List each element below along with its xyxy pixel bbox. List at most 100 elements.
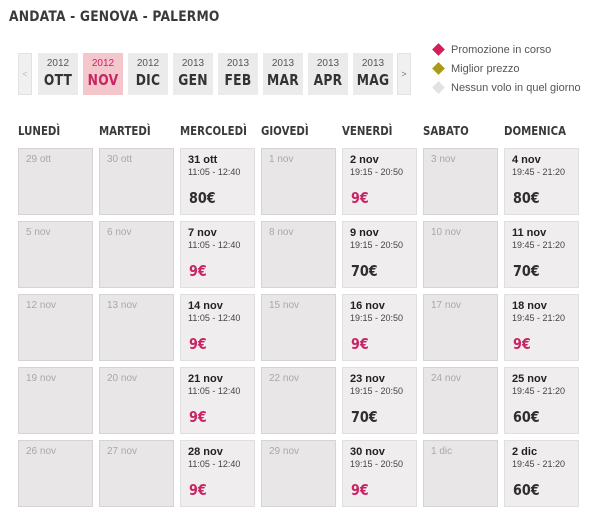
day-date: 11 nov: [512, 227, 547, 239]
fare-price: 70€: [351, 262, 378, 280]
month-tab-label: MAG: [356, 71, 390, 89]
fare-price: 9€: [351, 189, 369, 207]
day-date: 24 nov: [431, 373, 462, 384]
flight-day-cell[interactable]: 14 nov 11:05 - 12:40 9€: [180, 294, 255, 361]
month-tab-mar[interactable]: 2013 MAR: [263, 53, 303, 95]
month-tab-feb[interactable]: 2013 FEB: [218, 53, 258, 95]
no-flight-day-cell: 6 nov: [99, 221, 174, 288]
day-date: 6 nov: [107, 227, 132, 238]
fare-price: 9€: [351, 335, 369, 353]
flight-day-cell[interactable]: 9 nov 19:15 - 20:50 70€: [342, 221, 417, 288]
weekday-label: LUNEDÌ: [18, 124, 61, 138]
day-date: 15 nov: [269, 300, 300, 311]
month-tab-year: 2012: [136, 58, 160, 69]
fare-price: 9€: [189, 481, 207, 499]
day-date: 22 nov: [269, 373, 300, 384]
flight-time: 19:45 - 21:20: [512, 240, 566, 250]
no-flight-day-cell: 13 nov: [99, 294, 174, 361]
flight-day-cell[interactable]: 16 nov 19:15 - 20:50 9€: [342, 294, 417, 361]
no-flight-day-cell: 1 dic: [423, 440, 498, 507]
day-date: 18 nov: [512, 300, 547, 312]
no-flight-day-cell: 20 nov: [99, 367, 174, 434]
month-tab-label: DIC: [135, 71, 161, 89]
fare-price: 9€: [351, 481, 369, 499]
weekday-header: LUNEDÌ MARTEDÌ MERCOLEDÌ GIOVEDÌ VENERDÌ SABA…: [0, 124, 597, 138]
legend-item: Miglior prezzo: [432, 62, 581, 81]
flight-day-cell[interactable]: 18 nov 19:45 - 21:20 9€: [504, 294, 579, 361]
flight-day-cell[interactable]: 28 nov 11:05 - 12:40 9€: [180, 440, 255, 507]
no-flight-day-cell: 29 nov: [261, 440, 336, 507]
day-date: 19 nov: [26, 373, 57, 384]
month-tab-label: FEB: [224, 71, 252, 89]
day-date: 16 nov: [350, 300, 385, 312]
next-month-button[interactable]: >: [397, 53, 411, 95]
fare-price: 60€: [513, 481, 540, 499]
legend-label: Nessun volo in quel giorno: [451, 82, 581, 94]
prev-month-button[interactable]: <: [18, 53, 32, 95]
day-date: 30 ott: [107, 154, 133, 165]
day-date: 1 dic: [431, 446, 453, 457]
no-flight-day-cell: 1 nov: [261, 148, 336, 215]
no-flight-day-cell: 30 ott: [99, 148, 174, 215]
fare-price: 9€: [189, 408, 207, 426]
flight-day-cell[interactable]: 21 nov 11:05 - 12:40 9€: [180, 367, 255, 434]
fare-price: 80€: [189, 189, 216, 207]
flight-day-cell[interactable]: 11 nov 19:45 - 21:20 70€: [504, 221, 579, 288]
no-flight-day-cell: 24 nov: [423, 367, 498, 434]
no-flight-day-cell: 17 nov: [423, 294, 498, 361]
flight-time: 11:05 - 12:40: [188, 386, 241, 396]
no-flight-day-cell: 10 nov: [423, 221, 498, 288]
flight-day-cell[interactable]: 31 ott 11:05 - 12:40 80€: [180, 148, 255, 215]
day-date: 2 dic: [512, 446, 538, 458]
day-date: 30 nov: [350, 446, 385, 458]
weekday-label: MARTEDÌ: [99, 124, 151, 138]
day-date: 23 nov: [350, 373, 385, 385]
day-date: 5 nov: [26, 227, 51, 238]
weekday-label: MERCOLEDÌ: [180, 124, 247, 138]
fare-price: 80€: [513, 189, 540, 207]
no-flight-day-cell: 12 nov: [18, 294, 93, 361]
flight-day-cell[interactable]: 25 nov 19:45 - 21:20 60€: [504, 367, 579, 434]
no-flight-day-cell: 26 nov: [18, 440, 93, 507]
month-tab-apr[interactable]: 2013 APR: [308, 53, 348, 95]
flight-day-cell[interactable]: 30 nov 19:15 - 20:50 9€: [342, 440, 417, 507]
no-flight-day-cell: 8 nov: [261, 221, 336, 288]
flight-day-cell[interactable]: 2 nov 19:15 - 20:50 9€: [342, 148, 417, 215]
flight-day-cell[interactable]: 23 nov 19:15 - 20:50 70€: [342, 367, 417, 434]
flight-day-cell[interactable]: 4 nov 19:45 - 21:20 80€: [504, 148, 579, 215]
fare-price: 70€: [351, 408, 378, 426]
day-date: 1 nov: [269, 154, 294, 165]
month-tab-label: NOV: [87, 71, 119, 89]
flight-time: 19:15 - 20:50: [350, 240, 404, 250]
flight-day-cell[interactable]: 7 nov 11:05 - 12:40 9€: [180, 221, 255, 288]
month-tab-dic[interactable]: 2012 DIC: [128, 53, 168, 95]
day-date: 27 nov: [107, 446, 138, 457]
day-date: 2 nov: [350, 154, 379, 166]
no-flight-day-cell: 19 nov: [18, 367, 93, 434]
month-tab-year: 2013: [316, 58, 340, 69]
day-date: 25 nov: [512, 373, 547, 385]
month-tab-nov[interactable]: 2012 NOV: [83, 53, 123, 95]
flight-time: 19:15 - 20:50: [350, 313, 404, 323]
legend-item: Promozione in corso: [432, 43, 581, 62]
month-tab-gen[interactable]: 2013 GEN: [173, 53, 213, 95]
flight-time: 19:45 - 21:20: [512, 459, 566, 469]
month-tab-ott[interactable]: 2012 OTT: [38, 53, 78, 95]
diamond-icon: [432, 81, 445, 94]
day-date: 7 nov: [188, 227, 217, 239]
flight-day-cell[interactable]: 2 dic 19:45 - 21:20 60€: [504, 440, 579, 507]
no-flight-day-cell: 27 nov: [99, 440, 174, 507]
day-date: 10 nov: [431, 227, 462, 238]
fare-price: 9€: [189, 262, 207, 280]
day-date: 8 nov: [269, 227, 294, 238]
day-date: 31 ott: [188, 154, 218, 166]
legend-label: Miglior prezzo: [451, 63, 520, 75]
legend-item: Nessun volo in quel giorno: [432, 81, 581, 100]
flight-time: 19:15 - 20:50: [350, 459, 404, 469]
weekday-label: DOMENICA: [504, 124, 566, 138]
day-date: 3 nov: [431, 154, 456, 165]
legend: Promozione in corso Miglior prezzo Nessun …: [432, 43, 581, 100]
month-tab-label: APR: [313, 71, 343, 89]
day-date: 20 nov: [107, 373, 138, 384]
month-tab-mag[interactable]: 2013 MAG: [353, 53, 393, 95]
